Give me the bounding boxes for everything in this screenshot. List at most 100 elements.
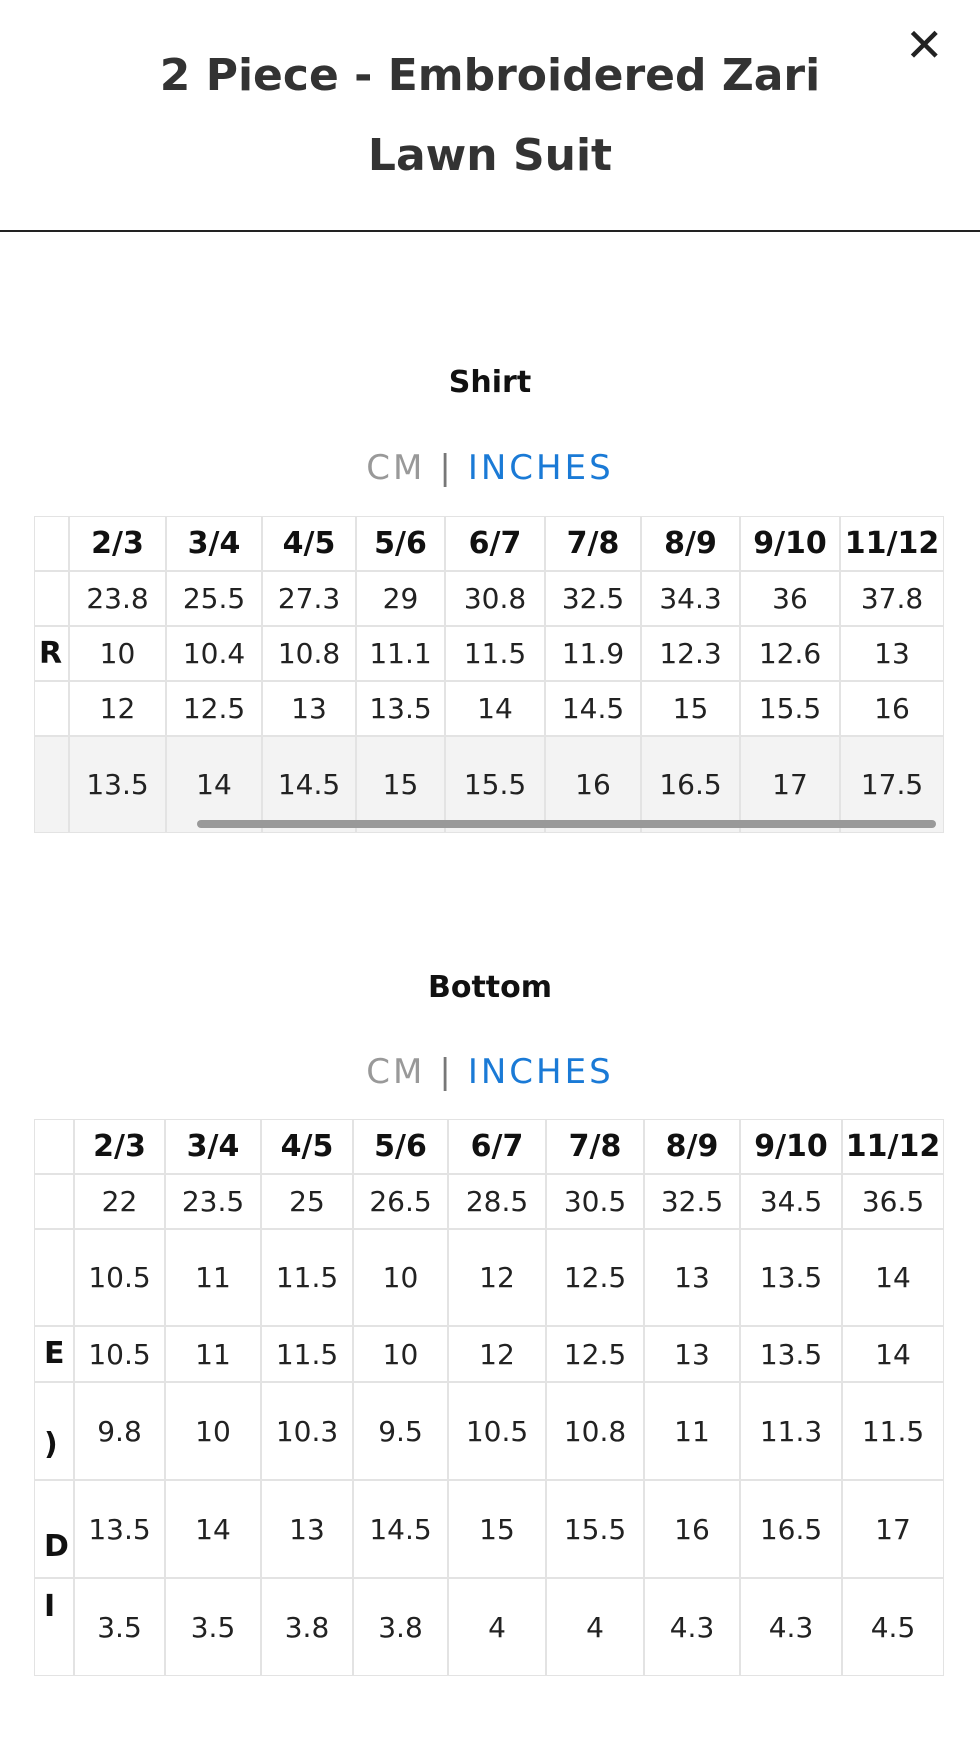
table-cell: 10 <box>69 626 166 681</box>
table-cell: 3.8 <box>261 1578 353 1676</box>
table-cell: 10.5 <box>448 1382 546 1480</box>
table-cell: 10.8 <box>546 1382 644 1480</box>
table-cell <box>34 736 69 833</box>
column-header: 7/8 <box>545 516 641 571</box>
table-cell: 12.3 <box>641 626 740 681</box>
table-cell: 4.5 <box>842 1578 944 1676</box>
table-cell: 12.5 <box>546 1326 644 1382</box>
table-cell: 27.3 <box>262 571 356 626</box>
table-cell: 15 <box>641 681 740 736</box>
close-button[interactable]: ✕ <box>905 18 944 72</box>
column-header: 9/10 <box>740 1119 842 1174</box>
table-cell <box>34 1229 74 1326</box>
table-cell: 16 <box>644 1480 740 1578</box>
table-cell: 11.9 <box>545 626 641 681</box>
table-cell <box>34 1119 74 1174</box>
modal-title: 2 Piece - Embroidered Zari Lawn Suit <box>159 50 821 181</box>
table-cell: 10.8 <box>262 626 356 681</box>
table-cell: 23.8 <box>69 571 166 626</box>
table-cell <box>34 516 69 571</box>
table-cell: 16 <box>840 681 944 736</box>
column-header: 3/4 <box>166 516 262 571</box>
table-cell <box>34 571 69 626</box>
table-cell: 12 <box>69 681 166 736</box>
table-cell: 10 <box>165 1382 261 1480</box>
table-cell <box>34 1382 74 1480</box>
unit-toggle: CM | INCHES <box>0 448 980 488</box>
row-label: D <box>44 1529 69 1564</box>
table-cell: 11.5 <box>842 1382 944 1480</box>
scrollbar <box>197 820 936 828</box>
column-header: 11/12 <box>840 516 944 571</box>
table-cell: 15.5 <box>740 681 840 736</box>
table-cell: 13 <box>644 1326 740 1382</box>
column-header: 2/3 <box>74 1119 165 1174</box>
column-header: 9/10 <box>740 516 840 571</box>
table-cell: 13.5 <box>740 1326 842 1382</box>
table-cell: 3.5 <box>165 1578 261 1676</box>
table-cell: 10 <box>353 1229 448 1326</box>
table-cell: 23.5 <box>165 1174 261 1229</box>
table-cell: 14 <box>842 1326 944 1382</box>
table-cell: 10.4 <box>166 626 262 681</box>
table-cell: 16.5 <box>740 1480 842 1578</box>
row-label: ) <box>44 1427 58 1462</box>
table-cell: 13 <box>840 626 944 681</box>
table-cell: 34.3 <box>641 571 740 626</box>
table-cell: 4 <box>546 1578 644 1676</box>
table-cell: 11.3 <box>740 1382 842 1480</box>
table-cell: 11.5 <box>445 626 545 681</box>
column-header: 3/4 <box>165 1119 261 1174</box>
table-cell: 32.5 <box>545 571 641 626</box>
table-cell: 14 <box>165 1480 261 1578</box>
table-cell: 29 <box>356 571 445 626</box>
table-cell: 15.5 <box>546 1480 644 1578</box>
row-label: I <box>44 1589 56 1624</box>
table-cell: 11 <box>644 1382 740 1480</box>
table-cell: 36.5 <box>842 1174 944 1229</box>
table-cell: 12 <box>448 1229 546 1326</box>
table-cell: 16.5 <box>641 736 740 833</box>
table-cell: 11 <box>165 1229 261 1326</box>
table-cell: 14.5 <box>353 1480 448 1578</box>
column-header: 2/3 <box>69 516 166 571</box>
row-label: R <box>39 635 63 671</box>
table-cell <box>34 1174 74 1229</box>
table-cell: 14 <box>166 736 262 833</box>
table-cell: 36 <box>740 571 840 626</box>
unit-inches[interactable]: INCHES <box>467 1052 614 1092</box>
table-cell: 11 <box>165 1326 261 1382</box>
table-cell: 10.5 <box>74 1326 165 1382</box>
table-cell: 14.5 <box>262 736 356 833</box>
section-title: Bottom <box>427 970 553 1005</box>
table-cell: 11.5 <box>261 1229 353 1326</box>
table-cell: 17.5 <box>840 736 944 833</box>
table-cell: 14.5 <box>545 681 641 736</box>
divider <box>0 230 980 232</box>
column-header: 5/6 <box>356 516 445 571</box>
table-cell: 15 <box>448 1480 546 1578</box>
table-cell: 15.5 <box>445 736 545 833</box>
unit-cm[interactable]: CM <box>366 1052 426 1092</box>
table-cell: 12.6 <box>740 626 840 681</box>
table-cell: 4 <box>448 1578 546 1676</box>
table-cell: 17 <box>842 1480 944 1578</box>
table-cell: 13.5 <box>356 681 445 736</box>
table-cell: 10.3 <box>261 1382 353 1480</box>
table-cell <box>34 1578 74 1676</box>
table-cell: 10.5 <box>74 1229 165 1326</box>
column-header: 4/5 <box>262 516 356 571</box>
unit-inches[interactable]: INCHES <box>467 448 614 488</box>
table-cell: 11.1 <box>356 626 445 681</box>
column-header: 7/8 <box>546 1119 644 1174</box>
column-header: 6/7 <box>448 1119 546 1174</box>
table-cell: 25 <box>261 1174 353 1229</box>
unit-cm[interactable]: CM <box>366 448 426 488</box>
table-cell: 12.5 <box>166 681 262 736</box>
table-cell: 13.5 <box>740 1229 842 1326</box>
table-cell: 22 <box>74 1174 165 1229</box>
table-cell: 30.5 <box>546 1174 644 1229</box>
row-label: E <box>44 1336 65 1371</box>
table-cell: 30.8 <box>445 571 545 626</box>
table-cell: 13 <box>262 681 356 736</box>
